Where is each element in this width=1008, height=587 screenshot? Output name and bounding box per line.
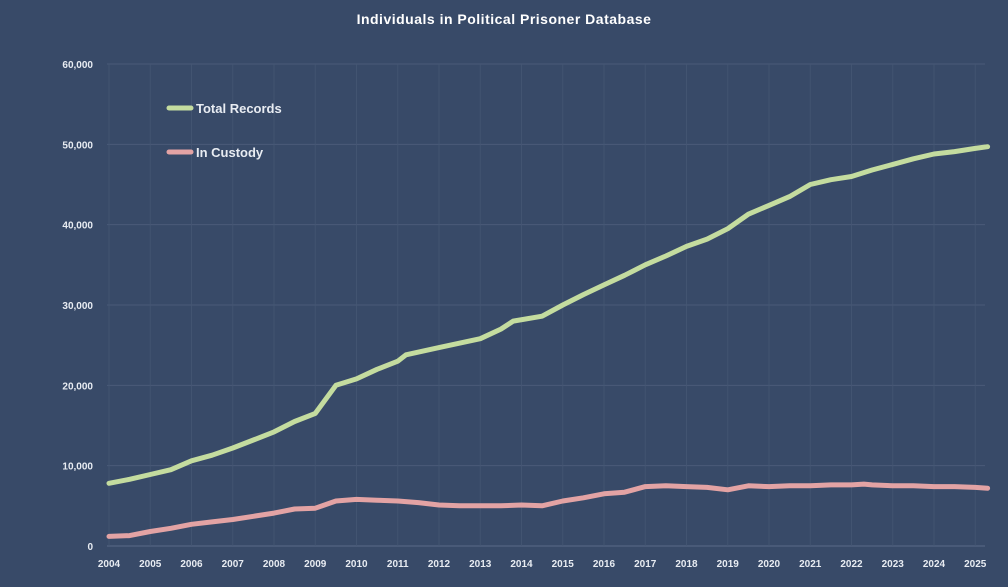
y-tick-label: 0 — [87, 542, 93, 553]
x-tick-label: 2020 — [758, 559, 781, 570]
y-axis: 0 10,000 20,000 30,000 40,000 50,000 60,000 — [62, 60, 93, 553]
x-tick-label: 2023 — [882, 559, 905, 570]
grid — [107, 63, 985, 547]
x-tick-label: 2008 — [263, 559, 286, 570]
y-tick-label: 20,000 — [62, 381, 93, 392]
y-tick-label: 40,000 — [62, 221, 93, 232]
x-tick-label: 2006 — [180, 559, 203, 570]
series-line-in-custody — [106, 481, 991, 539]
x-tick-label: 2017 — [634, 559, 657, 570]
y-tick-label: 60,000 — [62, 60, 93, 71]
y-tick-label: 10,000 — [62, 462, 93, 473]
x-tick-label: 2018 — [675, 559, 698, 570]
y-tick-label: 30,000 — [62, 301, 93, 312]
legend-label: In Custody — [196, 145, 264, 160]
x-tick-label: 2004 — [98, 559, 121, 570]
legend-label: Total Records — [196, 101, 282, 116]
x-tick-label: 2007 — [222, 559, 245, 570]
series-line-total-records — [106, 144, 991, 486]
x-tick-label: 2025 — [964, 559, 987, 570]
x-tick-label: 2021 — [799, 559, 822, 570]
series-lines — [106, 144, 991, 539]
x-tick-label: 2009 — [304, 559, 327, 570]
x-tick-label: 2012 — [428, 559, 451, 570]
legend: Total Records In Custody — [166, 101, 282, 160]
x-tick-label: 2015 — [552, 559, 575, 570]
y-tick-label: 50,000 — [62, 140, 93, 151]
x-tick-label: 2010 — [345, 559, 368, 570]
x-tick-label: 2016 — [593, 559, 616, 570]
x-tick-label: 2013 — [469, 559, 492, 570]
x-tick-label: 2024 — [923, 559, 946, 570]
x-tick-label: 2005 — [139, 559, 162, 570]
x-tick-label: 2022 — [840, 559, 863, 570]
x-tick-label: 2014 — [510, 559, 533, 570]
chart-title: Individuals in Political Prisoner Databa… — [357, 11, 652, 27]
x-tick-label: 2019 — [717, 559, 740, 570]
x-tick-label: 2011 — [387, 559, 409, 570]
x-axis: 2004 2005 2006 2007 2008 2009 2010 2011 2012 2013… — [98, 559, 987, 570]
